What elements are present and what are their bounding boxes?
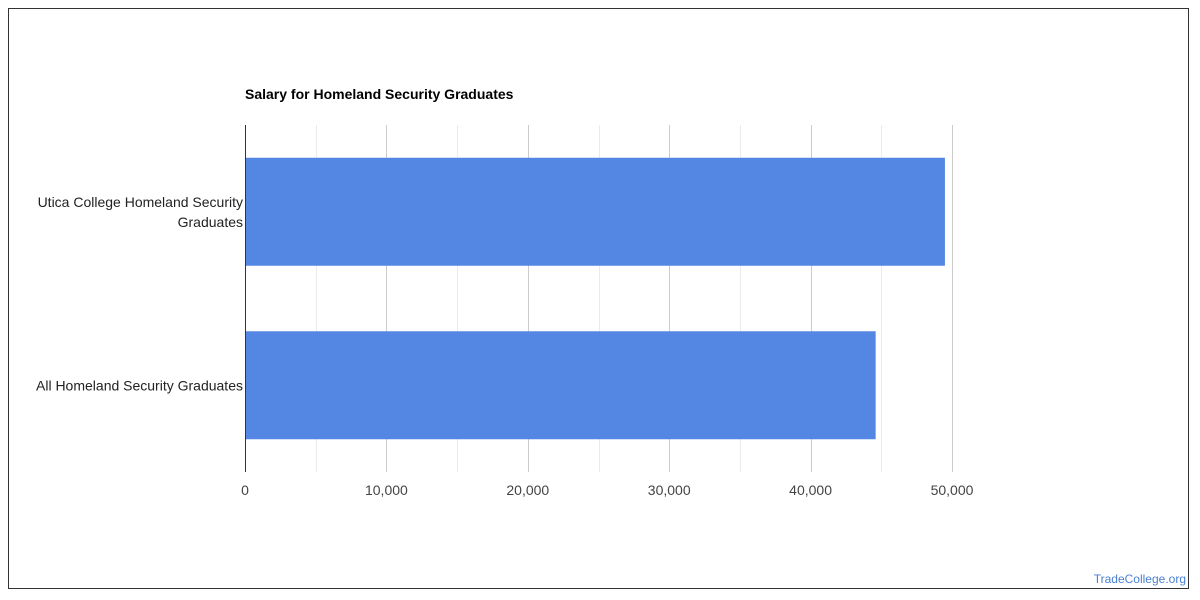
x-tick-label-3: 30,000: [648, 482, 691, 498]
category-label-0: Utica College Homeland Security Graduates: [38, 194, 243, 230]
site-watermark[interactable]: TradeCollege.org: [1093, 572, 1186, 586]
chart-frame: [8, 8, 1189, 589]
bar-1[interactable]: [245, 331, 876, 440]
x-tick-label-4: 40,000: [789, 482, 832, 498]
category-label-1: All Homeland Security Graduates: [36, 377, 243, 393]
x-tick-label-1: 10,000: [365, 482, 408, 498]
bar-0[interactable]: [245, 157, 945, 266]
x-tick-label-2: 20,000: [506, 482, 549, 498]
x-tick-label-5: 50,000: [931, 482, 974, 498]
category-labels: Utica College Homeland Security Graduates…: [36, 194, 243, 394]
x-tick-labels: 0 10,000 20,000 30,000 40,000 50,000: [241, 482, 974, 498]
x-tick-label-0: 0: [241, 482, 249, 498]
chart-title: Salary for Homeland Security Graduates: [245, 86, 514, 102]
bars: [245, 157, 945, 440]
